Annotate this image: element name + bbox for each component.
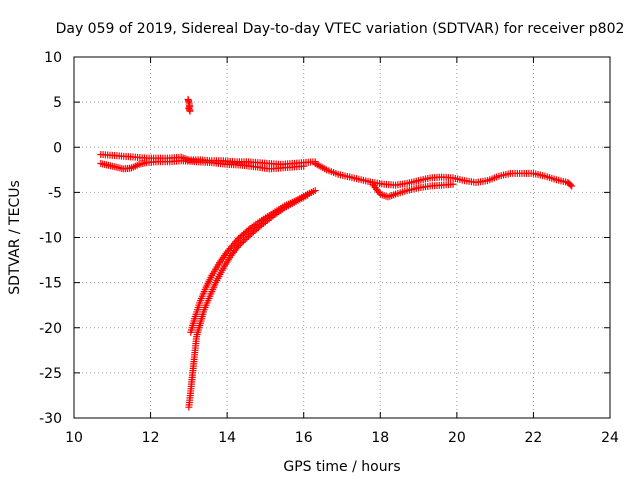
chart-grid bbox=[74, 57, 610, 418]
axis-ticks: 10 12 14 16 18 20 22 24 -30 -25 -20 -15 -10 -5 0 5 10 bbox=[39, 50, 619, 446]
x-tick-label: 10 bbox=[65, 430, 83, 446]
y-tick-label: -10 bbox=[39, 231, 62, 247]
data-point bbox=[244, 226, 252, 234]
y-tick-label: 0 bbox=[53, 140, 62, 156]
data-marks bbox=[97, 95, 576, 411]
y-tick-label: 5 bbox=[53, 95, 62, 111]
data-point bbox=[300, 162, 308, 170]
y-tick-label: -20 bbox=[39, 321, 62, 337]
y-tick-label: -30 bbox=[39, 411, 62, 427]
data-point bbox=[236, 240, 244, 248]
data-point bbox=[243, 234, 251, 242]
data-point bbox=[256, 222, 264, 230]
data-point bbox=[311, 187, 319, 195]
data-point bbox=[233, 236, 241, 244]
x-tick-label: 16 bbox=[295, 430, 313, 446]
y-axis-label: SDTVAR / TECUs bbox=[7, 180, 23, 295]
x-tick-label: 24 bbox=[601, 430, 619, 446]
y-tick-label: -15 bbox=[39, 276, 62, 292]
series-recovery-curve-outer bbox=[187, 187, 319, 336]
x-tick-label: 20 bbox=[448, 430, 466, 446]
x-axis-label: GPS time / hours bbox=[283, 459, 400, 475]
data-point bbox=[238, 239, 246, 247]
series-late-segment-lower bbox=[369, 180, 457, 201]
data-point bbox=[240, 237, 248, 245]
chart-title: Day 059 of 2019, Sidereal Day-to-day VTE… bbox=[56, 21, 625, 37]
x-tick-label: 14 bbox=[218, 430, 236, 446]
x-tick-label: 22 bbox=[525, 430, 543, 446]
series-late-segment bbox=[311, 159, 576, 190]
x-tick-label: 12 bbox=[142, 430, 160, 446]
data-point bbox=[235, 242, 243, 250]
data-point bbox=[241, 235, 249, 243]
data-point bbox=[304, 191, 312, 199]
data-point bbox=[244, 232, 252, 240]
y-tick-label: -5 bbox=[48, 185, 62, 201]
data-point bbox=[566, 181, 574, 189]
data-point bbox=[568, 182, 576, 190]
data-point bbox=[186, 107, 194, 115]
x-tick-label: 18 bbox=[371, 430, 389, 446]
y-tick-label: -25 bbox=[39, 366, 62, 382]
series-outlier-cluster bbox=[184, 95, 194, 115]
series-recovery-curve-inner bbox=[185, 191, 312, 411]
data-point bbox=[449, 180, 457, 188]
y-tick-label: 10 bbox=[44, 50, 62, 66]
series-lower-band bbox=[97, 157, 308, 173]
